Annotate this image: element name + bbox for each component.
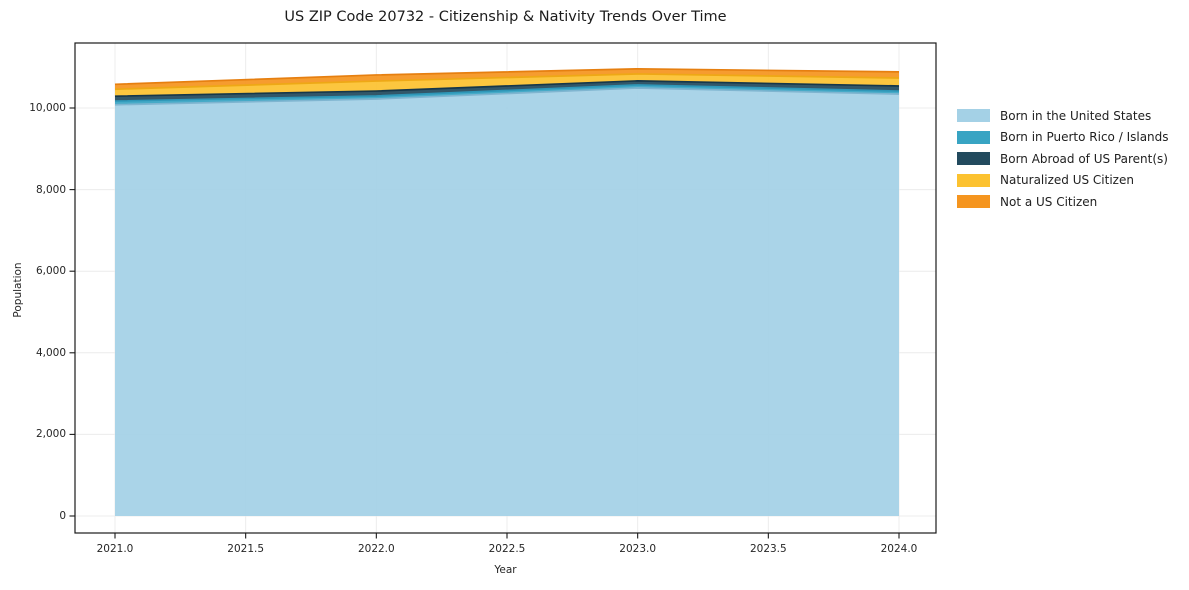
x-tick-label: 2021.5 <box>227 543 265 555</box>
area-band <box>115 88 899 517</box>
legend-label: Born Abroad of US Parent(s) <box>1000 151 1168 166</box>
legend-row: Born Abroad of US Parent(s) <box>957 148 1169 170</box>
chart-title: US ZIP Code 20732 - Citizenship & Nativi… <box>284 9 727 25</box>
area-band <box>115 73 899 97</box>
legend-swatch-icon <box>957 152 990 166</box>
legend-row: Born in Puerto Rico / Islands <box>957 127 1169 149</box>
legend-row: Naturalized US Citizen <box>957 170 1169 192</box>
area-edge-line <box>114 84 900 102</box>
x-tick-label: 2024.0 <box>880 543 918 555</box>
y-tick-label: 2,000 <box>35 428 66 441</box>
plot-frame <box>74 42 937 534</box>
legend-label: Not a US Citizen <box>1000 194 1098 209</box>
x-axis-label: Year <box>494 564 517 576</box>
area-edge-line <box>114 73 900 91</box>
legend-label: Born in Puerto Rico / Islands <box>1000 130 1169 145</box>
y-axis-label: Population <box>12 262 24 318</box>
legend: Born in the United States Born in Puerto … <box>957 105 1169 213</box>
legend-swatch-icon <box>957 130 990 144</box>
legend-swatch-icon <box>957 173 990 187</box>
x-tick-label: 2023.0 <box>619 543 657 555</box>
y-tick-label: 0 <box>59 510 66 522</box>
legend-label: Born in the United States <box>1000 108 1152 123</box>
y-tick-label: 6,000 <box>35 265 66 278</box>
x-tick-label: 2022.5 <box>488 543 526 555</box>
legend-row: Born in the United States <box>957 105 1169 127</box>
y-tick-label: 4,000 <box>35 346 66 359</box>
x-tick-label: 2023.5 <box>749 543 787 555</box>
area-edge-line <box>114 87 900 106</box>
area-band <box>115 68 899 90</box>
area-edge-line <box>114 67 900 86</box>
legend-row: Not a US Citizen <box>957 191 1169 213</box>
x-tick-label: 2021.0 <box>96 543 134 555</box>
legend-label: Naturalized US Citizen <box>1000 173 1134 188</box>
area-edge-line <box>114 80 900 98</box>
y-tick-label: 10,000 <box>29 102 66 114</box>
legend-swatch-icon <box>957 195 990 209</box>
legend-swatch-icon <box>957 109 990 123</box>
y-tick-label: 8,000 <box>35 183 66 196</box>
x-tick-label: 2022.0 <box>357 543 395 555</box>
